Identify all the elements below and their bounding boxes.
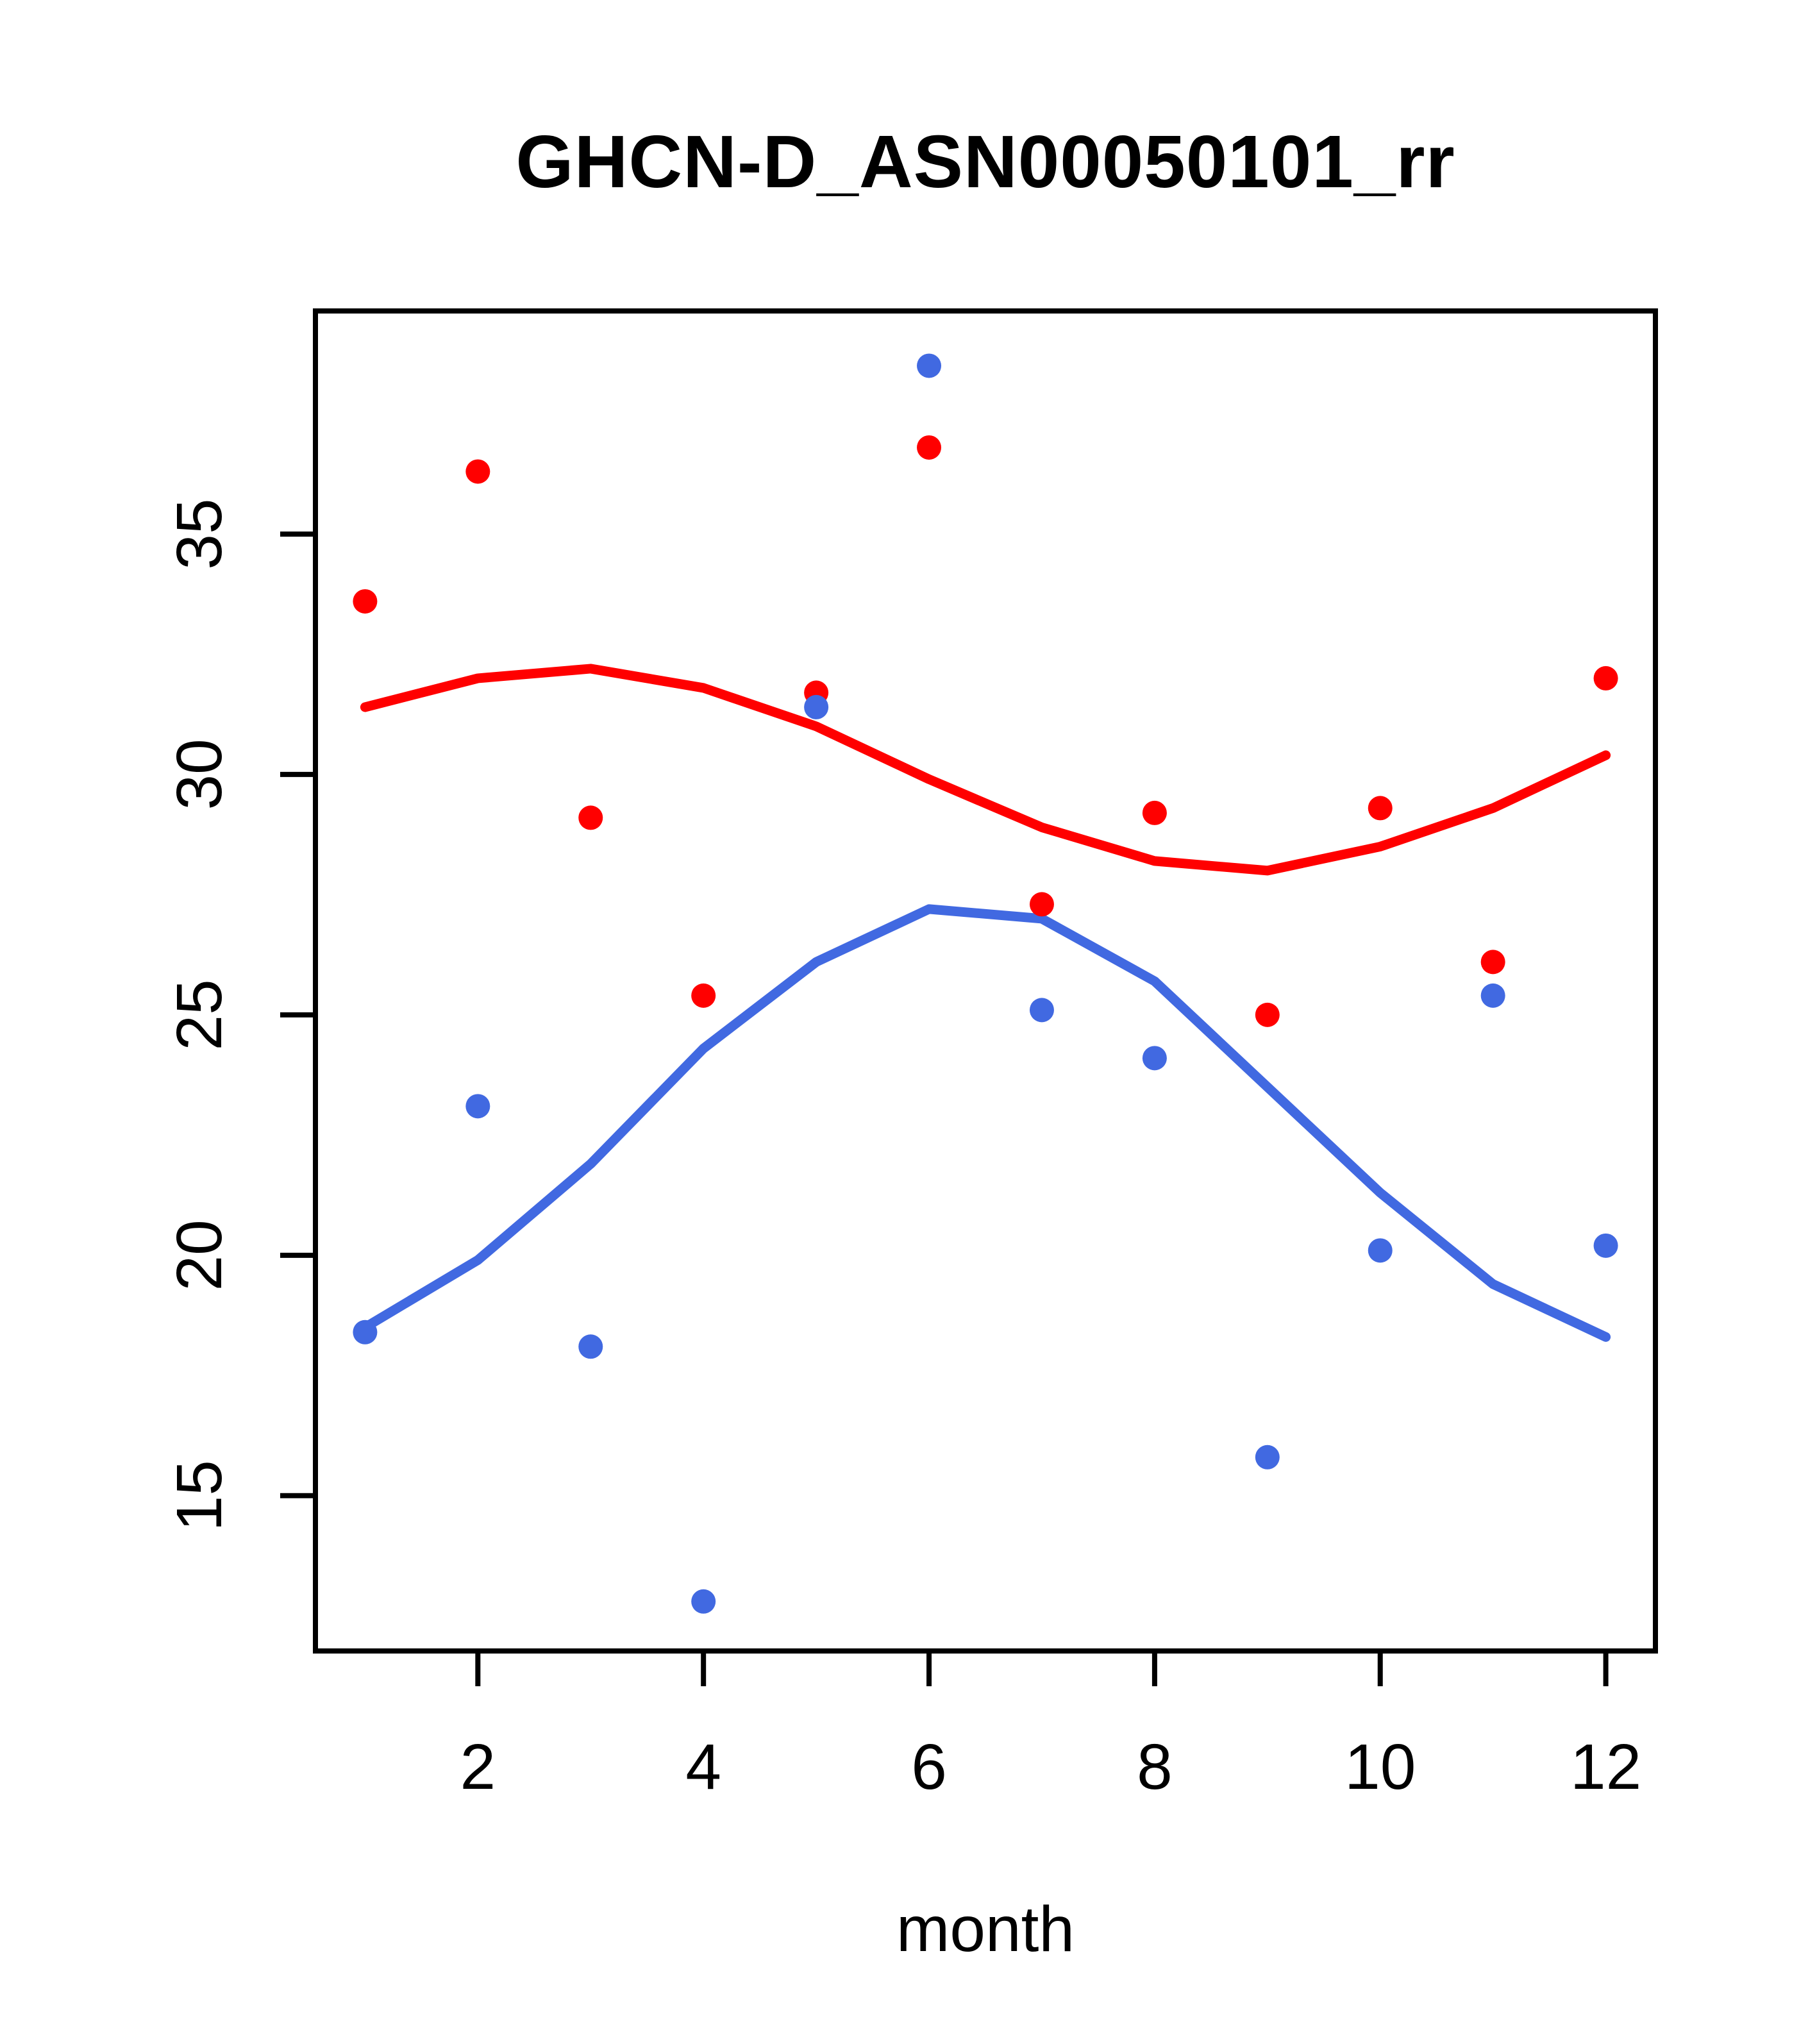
red-point-m1 <box>353 589 378 614</box>
blue-point-m3 <box>578 1334 603 1359</box>
blue-point-m2 <box>465 1094 490 1119</box>
y-tick-label: 25 <box>163 979 235 1050</box>
x-tick-label: 12 <box>1570 1731 1641 1803</box>
red-point-m9 <box>1255 1002 1280 1027</box>
plot-box <box>313 308 1658 1654</box>
y-tick-label: 15 <box>163 1460 235 1531</box>
red-point-m12 <box>1593 666 1618 691</box>
blue-point-m8 <box>1142 1046 1167 1071</box>
blue-point-m5 <box>804 694 829 719</box>
y-tick-label: 35 <box>163 498 235 569</box>
red-point-m6 <box>917 435 942 460</box>
blue-point-m10 <box>1368 1238 1393 1263</box>
red-point-m2 <box>465 459 490 484</box>
y-tick-label: 20 <box>163 1219 235 1291</box>
blue-point-m9 <box>1255 1445 1280 1470</box>
red-point-m4 <box>691 983 716 1008</box>
red-loess-line <box>360 664 1611 876</box>
blue-point-m1 <box>353 1319 378 1345</box>
x-tick-label: 8 <box>1137 1731 1173 1803</box>
blue-point-m4 <box>691 1589 716 1614</box>
blue-point-m6 <box>917 353 942 378</box>
x-axis-title: month <box>896 1893 1075 1965</box>
red-point-m3 <box>578 805 603 830</box>
blue-point-m12 <box>1593 1233 1618 1258</box>
x-tick-label: 6 <box>911 1731 947 1803</box>
y-tick-label: 30 <box>163 739 235 810</box>
red-point-m11 <box>1480 950 1505 975</box>
blue-point-m7 <box>1029 998 1054 1023</box>
x-tick-label: 2 <box>460 1731 496 1803</box>
x-tick-label: 4 <box>685 1731 721 1803</box>
blue-loess-line <box>360 904 1611 1342</box>
blue-point-m11 <box>1480 983 1505 1008</box>
red-point-m7 <box>1029 892 1054 917</box>
x-tick-label: 10 <box>1344 1731 1416 1803</box>
red-point-m8 <box>1142 800 1167 825</box>
chart-title: GHCN-D_ASN00050101_rr <box>515 120 1455 203</box>
red-point-m10 <box>1368 796 1393 821</box>
